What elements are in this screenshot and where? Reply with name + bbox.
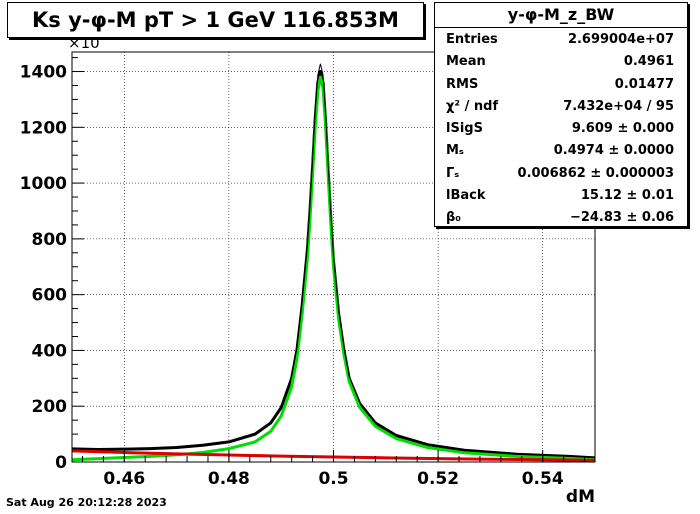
x-tick-label: 0.48 xyxy=(208,469,250,489)
stats-row: lBack 15.12 ± 0.01 xyxy=(435,184,687,206)
y-tick-label: 600 xyxy=(32,286,68,306)
stats-row-label: β₀ xyxy=(446,210,461,226)
stats-row-value: 0.4974 ± 0.0000 xyxy=(553,143,674,159)
stats-row-label: Mₛ xyxy=(446,143,464,159)
x-tick-label: 0.5 xyxy=(318,469,348,489)
axes: 0 200 400 600 800 1000 1200 1400 0.46 0.48 0.5 0.52… xyxy=(20,57,586,489)
stats-row: lSigS 9.609 ± 0.000 xyxy=(435,117,687,139)
y-tick-label: 1200 xyxy=(20,118,67,138)
stats-row: χ² / ndf 7.432e+04 / 95 xyxy=(435,95,687,117)
stats-row-label: Mean xyxy=(446,54,486,70)
y-axis-multiplier: ×10 xyxy=(68,34,100,52)
stats-row-value: 15.12 ± 0.01 xyxy=(580,188,674,204)
stats-row-value: 0.006862 ± 0.000003 xyxy=(517,165,674,181)
stats-row-label: lBack xyxy=(446,188,486,204)
stats-row: Mₛ 0.4974 ± 0.0000 xyxy=(435,139,687,161)
stats-row-label: Γₛ xyxy=(446,165,460,181)
stats-row-value: 9.609 ± 0.000 xyxy=(571,121,674,137)
stats-row-value: 0.01477 xyxy=(614,76,674,92)
stats-row: Γₛ 0.006862 ± 0.000003 xyxy=(435,162,687,184)
y-tick-label: 1000 xyxy=(20,174,67,194)
x-axis-label: dM xyxy=(566,487,595,507)
stats-row-label: χ² / ndf xyxy=(446,98,499,114)
signal-fit-curve xyxy=(71,75,596,462)
y-tick-label: 0 xyxy=(55,453,67,473)
x-tick-label: 0.54 xyxy=(522,469,564,489)
stats-row: RMS 0.01477 xyxy=(435,73,687,95)
footer-date: Sat Aug 26 20:12:28 2023 xyxy=(6,496,167,509)
stats-rows: Entries 2.699004e+07 Mean 0.4961 RMS 0.01477 χ… xyxy=(435,28,687,229)
y-tick-label: 1400 xyxy=(20,63,67,83)
stats-row-value: −24.83 ± 0.06 xyxy=(569,210,674,226)
stats-row: Mean 0.4961 xyxy=(435,50,687,72)
chart-title-box: Ks y-φ-M pT > 1 GeV 116.853M xyxy=(7,2,424,38)
stats-row-value: 7.432e+04 / 95 xyxy=(563,98,674,114)
chart-title: Ks y-φ-M pT > 1 GeV 116.853M xyxy=(32,8,399,32)
x-tick-label: 0.52 xyxy=(417,469,459,489)
y-tick-label: 800 xyxy=(32,230,68,250)
stats-row: β₀ −24.83 ± 0.06 xyxy=(435,206,687,228)
y-tick-label: 400 xyxy=(32,341,68,361)
histogram-outline xyxy=(71,63,596,459)
stats-row-label: RMS xyxy=(446,76,479,92)
y-tick-label: 200 xyxy=(32,397,68,417)
stats-row-label: lSigS xyxy=(446,121,483,137)
stats-row-value: 2.699004e+07 xyxy=(567,32,674,47)
stats-box: y-φ-M_z_BW Entries 2.699004e+07 Mean 0.4961… xyxy=(434,2,688,227)
stats-row: Entries 2.699004e+07 xyxy=(435,28,687,50)
stats-row-value: 0.4961 xyxy=(623,54,674,70)
stats-title: y-φ-M_z_BW xyxy=(435,3,687,28)
x-tick-label: 0.46 xyxy=(103,469,145,489)
stats-row-label: Entries xyxy=(446,32,498,47)
